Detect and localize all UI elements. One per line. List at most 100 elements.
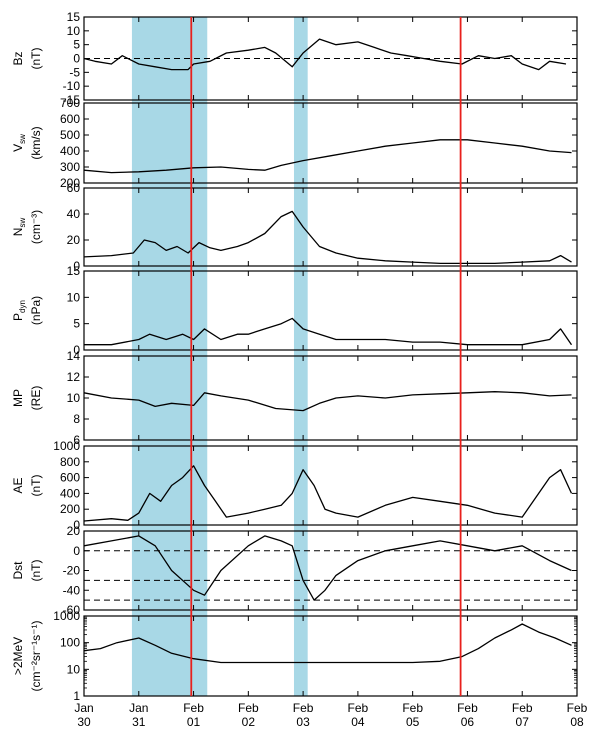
panel-frame <box>83 102 578 184</box>
y-tick-label: 400 <box>60 486 80 500</box>
y-axis-label-subscript: sw <box>18 134 27 144</box>
y-tick-label: 14 <box>67 349 81 363</box>
panel-frame <box>83 187 578 267</box>
x-tick-label-day: 07 <box>516 715 530 729</box>
y-tick-label: 40 <box>67 207 81 221</box>
y-axis-label: Dst <box>11 561 25 580</box>
y-tick-label: 100 <box>60 636 80 650</box>
x-tick-label-month: Feb <box>293 701 314 715</box>
y-axis-label: >2MeV <box>11 637 25 675</box>
y-tick-label: 10 <box>67 391 81 405</box>
x-tick-label-month: Jan <box>74 701 93 715</box>
series-line-vsw <box>83 139 572 174</box>
y-axis-label: Bz <box>11 51 25 65</box>
x-tick-label-month: Feb <box>457 701 478 715</box>
y-tick-label: 0 <box>73 343 80 357</box>
x-tick-label-day: 02 <box>242 715 256 729</box>
x-tick-label-month: Feb <box>348 701 369 715</box>
series-line-e2 <box>83 623 572 664</box>
y-axis-label: AE <box>11 477 25 493</box>
panel-frame <box>83 445 578 526</box>
y-axis-unit: (nT) <box>29 560 43 582</box>
y-axis-unit: (cm⁻³) <box>29 210 43 244</box>
x-tick-label-month: Feb <box>183 701 204 715</box>
panel-frame <box>83 270 578 351</box>
y-tick-label: 0 <box>73 259 80 273</box>
panel-dst: -60 -40 -20 0 20 Dst (nT) <box>11 524 578 617</box>
y-tick-label: 1 <box>73 689 80 703</box>
y-tick-label: 8 <box>73 412 80 426</box>
y-tick-label: 800 <box>60 455 80 469</box>
x-tick-label-month: Feb <box>402 701 423 715</box>
y-axis-unit: (cm⁻²sr⁻¹s⁻¹) <box>29 621 43 692</box>
y-axis-label: Vsw <box>11 134 27 152</box>
y-tick-label: 1000 <box>53 439 80 453</box>
x-tick-label-day: 30 <box>77 715 91 729</box>
y-axis-unit: (nT) <box>29 475 43 497</box>
y-tick-label: 0 <box>73 544 80 558</box>
x-tick-label-day: 08 <box>570 715 584 729</box>
y-tick-label: 400 <box>60 144 80 158</box>
y-tick-label: 15 <box>67 264 81 278</box>
y-tick-label: 5 <box>73 317 80 331</box>
y-tick-label: 600 <box>60 471 80 485</box>
y-tick-label: 300 <box>60 160 80 174</box>
panel-e2: 1 10 100 1000 >2MeV (cm⁻²sr⁻¹s⁻¹) <box>11 609 578 703</box>
series-line-pdyn <box>84 317 573 346</box>
y-tick-label: 20 <box>67 233 81 247</box>
y-axis-unit: (RE) <box>29 386 43 411</box>
x-tick-label-day: 04 <box>351 715 365 729</box>
series-line-dst <box>83 535 572 601</box>
panel-pdyn: 0 5 10 15 Pdyn (nPa) <box>11 264 578 357</box>
series-line-nsw <box>83 210 572 265</box>
y-tick-label: -20 <box>63 564 81 578</box>
x-tick-label-day: 31 <box>132 715 146 729</box>
event-lines <box>190 17 462 696</box>
y-axis-unit: (nPa) <box>29 296 43 325</box>
y-tick-label: -5 <box>69 65 80 79</box>
x-tick-label-month: Feb <box>567 701 588 715</box>
time-axis: Jan30Jan31Feb01Feb02Feb03Feb04Feb05Feb06… <box>74 701 587 729</box>
y-axis-label-subscript: sw <box>18 218 27 228</box>
y-tick-label: 60 <box>67 181 81 195</box>
panel-frame <box>83 615 578 697</box>
series-line-mp <box>83 391 572 412</box>
y-axis-label: Nsw <box>11 218 27 237</box>
y-tick-label: 0 <box>73 52 80 66</box>
x-tick-label-month: Feb <box>238 701 259 715</box>
y-tick-label: 10 <box>67 290 81 304</box>
y-tick-label: 12 <box>67 370 81 384</box>
y-tick-label: 10 <box>67 24 81 38</box>
y-axis-unit: (km/s) <box>29 126 43 159</box>
x-tick-label-month: Jan <box>129 701 148 715</box>
x-tick-label-month: Feb <box>512 701 533 715</box>
y-tick-label: -60 <box>63 603 81 617</box>
y-tick-label: 15 <box>67 10 81 24</box>
y-tick-label: 5 <box>73 38 80 52</box>
y-tick-label: 700 <box>60 96 80 110</box>
y-axis-label: MP <box>11 389 25 407</box>
y-tick-label: -40 <box>63 583 81 597</box>
series-line-ae <box>83 465 573 522</box>
y-axis-label-subscript: dyn <box>18 300 27 313</box>
y-tick-label: 6 <box>73 433 80 447</box>
x-tick-label-day: 03 <box>296 715 310 729</box>
y-tick-label: 1000 <box>53 609 80 623</box>
y-tick-label: 200 <box>60 502 80 516</box>
panel-vsw: 200 300 400 500 600 700 Vsw (km/s) <box>11 96 578 190</box>
y-axis-label: Pdyn <box>11 300 27 321</box>
panel-mp: 6 8 10 12 14 MP (RE) <box>11 349 578 447</box>
y-tick-label: 10 <box>67 662 81 676</box>
y-tick-label: 0 <box>73 518 80 532</box>
y-tick-label: 20 <box>67 524 81 538</box>
y-tick-label: 500 <box>60 128 80 142</box>
x-tick-label-day: 05 <box>406 715 420 729</box>
series-line-bz <box>83 38 567 71</box>
y-tick-label: -10 <box>63 79 81 93</box>
panel-nsw: 0 20 40 60 Nsw (cm⁻³) <box>11 181 578 273</box>
x-tick-label-day: 06 <box>461 715 475 729</box>
y-tick-label: 200 <box>60 176 80 190</box>
